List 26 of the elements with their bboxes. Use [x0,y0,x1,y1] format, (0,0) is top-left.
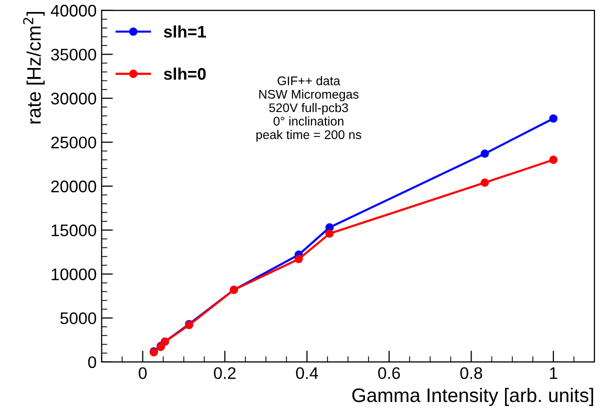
annotation: GIF++ data NSW Micromegas 520V full-pcb3 0° inclination peak time = 200 ns [256,76,362,142]
legend-label: slh=1 [164,25,206,38]
y-tick-label: 10000 [52,268,96,280]
y-tick-label: 5000 [60,312,96,324]
y-tick-label: 25000 [51,136,96,148]
y-tick-label: 0 [88,356,96,368]
x-tick-label: 0.2 [214,367,236,380]
y-tick-label: 30000 [51,92,96,104]
y-axis-title: rate [Hz/cm$^{2}$] [23,12,45,124]
point [325,229,334,238]
x-tick-label: 0.4 [296,367,318,380]
x-tick-label: 0.6 [378,367,400,380]
x-tick-label: 0.8 [460,367,482,380]
y-tick-label: 15000 [52,224,96,236]
y-tick-label: 35000 [51,48,96,61]
point [480,149,489,158]
point [549,114,558,123]
point [294,254,303,264]
x-axis-title: Gamma Intensity [arb. units] [352,388,594,406]
legend-label: slh=0 [164,68,206,80]
y-tick-label: 20000 [51,180,96,192]
y-tick-label: 40000 [50,4,96,17]
x-tick-label: 1 [550,367,558,379]
point [549,156,558,164]
x-tick-label: 0 [138,367,147,380]
point [480,178,489,187]
